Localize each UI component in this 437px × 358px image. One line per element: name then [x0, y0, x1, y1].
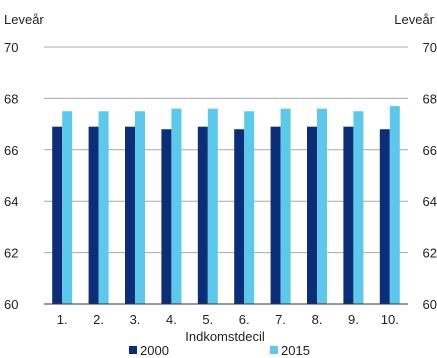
y-tick-right-64: 64: [423, 194, 437, 209]
legend: 2000 2015: [129, 343, 310, 358]
y-axis-right-ticks: 60 62 64 66 68 70: [423, 40, 437, 312]
x-tick-3: 3.: [130, 312, 141, 327]
legend-label-2015: 2015: [281, 343, 310, 358]
bar-2000-6: [234, 129, 245, 304]
bar-2000-7: [270, 126, 281, 304]
x-tick-5: 5.: [202, 312, 213, 327]
bar-2000-1: [52, 126, 63, 304]
y-tick-left-68: 68: [4, 91, 18, 106]
bar-2000-2: [88, 126, 99, 304]
y-tick-left-66: 66: [4, 143, 18, 158]
legend-label-2000: 2000: [140, 343, 169, 358]
bar-2015-8: [317, 108, 327, 305]
bars: [52, 106, 400, 305]
bar-2015-10: [389, 106, 400, 304]
legend-swatch-2015: [270, 346, 278, 354]
bar-2015-2: [98, 111, 109, 304]
bar-2000-4: [161, 129, 172, 304]
y-tick-left-64: 64: [4, 194, 18, 209]
bar-2015-4: [171, 108, 182, 305]
y-tick-right-66: 66: [423, 143, 437, 158]
y-tick-right-60: 60: [423, 297, 437, 312]
bar-2015-9: [353, 111, 364, 304]
bar-2015-6: [244, 111, 255, 304]
x-tick-6: 6.: [239, 312, 250, 327]
y-tick-right-62: 62: [423, 246, 437, 261]
y-axis-left-ticks: 60 62 64 66 68 70: [4, 40, 18, 312]
x-tick-7: 7.: [275, 312, 286, 327]
x-tick-10: 10.: [381, 312, 399, 327]
bar-2015-5: [207, 108, 218, 305]
x-tick-8: 8.: [312, 312, 323, 327]
y-axis-right-title: Leveår: [394, 12, 434, 27]
x-axis-title: Indkomstdecil: [185, 329, 265, 344]
legend-swatch-2000: [129, 346, 137, 354]
y-tick-right-70: 70: [423, 40, 437, 55]
bar-2000-10: [379, 129, 390, 304]
x-axis-ticks: 1. 2. 3. 4. 5. 6. 7. 8. 9. 10.: [57, 312, 399, 327]
bar-2000-3: [125, 126, 135, 304]
bar-2015-1: [62, 111, 73, 304]
y-tick-left-60: 60: [4, 297, 18, 312]
bar-2015-3: [135, 111, 145, 304]
y-tick-right-68: 68: [423, 91, 437, 106]
y-tick-left-62: 62: [4, 246, 18, 261]
x-tick-4: 4.: [166, 312, 177, 327]
x-tick-1: 1.: [57, 312, 68, 327]
bar-2000-8: [307, 126, 317, 304]
x-tick-2: 2.: [93, 312, 104, 327]
x-tick-9: 9.: [348, 312, 359, 327]
bar-2000-5: [197, 126, 208, 304]
y-axis-left-title: Leveår: [4, 12, 44, 27]
bar-2015-7: [280, 108, 291, 305]
y-tick-left-70: 70: [4, 40, 18, 55]
bar-2000-9: [343, 126, 354, 304]
